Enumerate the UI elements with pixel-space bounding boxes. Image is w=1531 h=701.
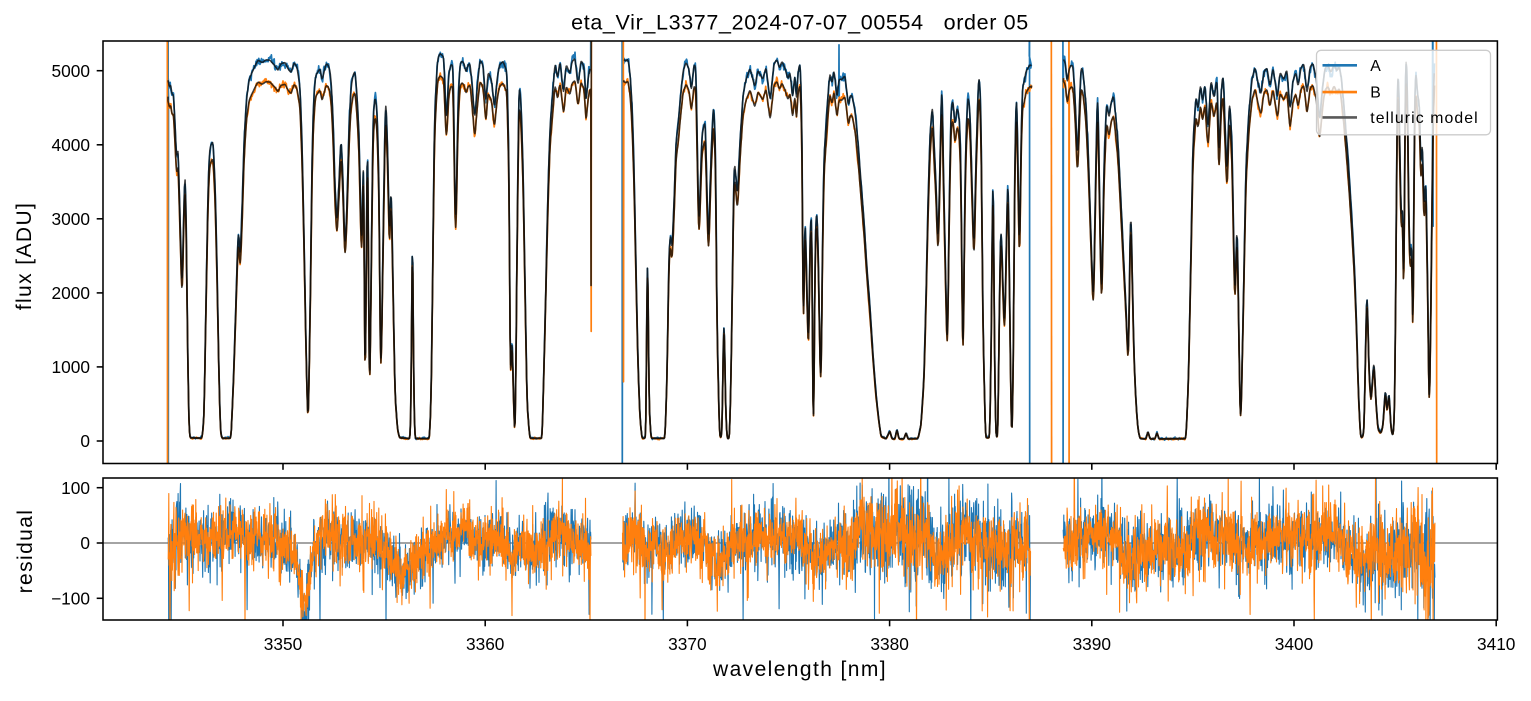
svg-text:3400: 3400 xyxy=(1275,634,1313,654)
svg-text:−100: −100 xyxy=(51,588,90,608)
svg-text:3350: 3350 xyxy=(264,634,302,654)
svg-text:1000: 1000 xyxy=(52,357,90,377)
svg-text:wavelength [nm]: wavelength [nm] xyxy=(712,658,887,681)
svg-text:2000: 2000 xyxy=(52,283,90,303)
svg-text:B: B xyxy=(1370,85,1382,102)
svg-text:residual: residual xyxy=(14,509,37,594)
svg-text:3370: 3370 xyxy=(668,634,706,654)
svg-text:flux [ADU]: flux [ADU] xyxy=(13,202,36,311)
svg-text:0: 0 xyxy=(80,533,90,553)
svg-text:100: 100 xyxy=(61,478,90,498)
svg-text:3410: 3410 xyxy=(1477,634,1515,654)
svg-text:3380: 3380 xyxy=(870,634,908,654)
svg-text:eta_Vir_L3377_2024-07-07_00554: eta_Vir_L3377_2024-07-07_00554 order 05 xyxy=(571,11,1029,35)
svg-text:4000: 4000 xyxy=(52,135,90,155)
svg-text:telluric model: telluric model xyxy=(1370,110,1478,127)
svg-text:0: 0 xyxy=(80,431,90,451)
svg-text:A: A xyxy=(1370,58,1382,75)
svg-text:5000: 5000 xyxy=(52,61,90,81)
svg-text:3360: 3360 xyxy=(466,634,504,654)
svg-text:3000: 3000 xyxy=(52,209,90,229)
svg-text:3390: 3390 xyxy=(1073,634,1111,654)
